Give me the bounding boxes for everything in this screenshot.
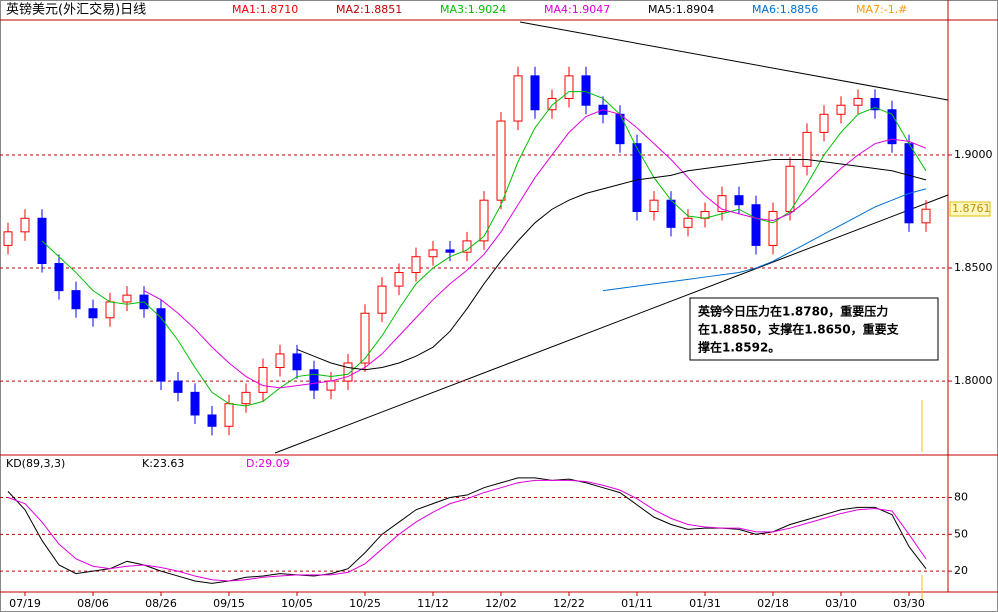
candle-body	[275, 353, 285, 369]
x-tick-label: 03/10	[825, 597, 857, 610]
legend-item: MA2:1.8851	[336, 3, 402, 16]
candle-body	[411, 256, 421, 274]
candle-body	[496, 120, 506, 201]
trend-line-upper	[519, 21, 949, 101]
candle-body	[564, 75, 574, 99]
candle-body	[207, 414, 217, 427]
candle-body	[54, 263, 64, 292]
candle-body	[258, 367, 268, 393]
y-tick-label: 1.8000	[954, 374, 993, 387]
x-tick-label: 02/18	[757, 597, 789, 610]
candle-body	[241, 391, 251, 405]
legend-item: MA5:1.8904	[648, 3, 714, 16]
legend-item: MA3:1.9024	[440, 3, 506, 16]
candle-body	[530, 75, 540, 111]
candle-body	[649, 199, 659, 212]
indicator-line	[296, 158, 927, 371]
legend-item: MA7:-1.#	[856, 3, 907, 16]
candle-body	[768, 210, 778, 246]
legend-item: K:23.63	[142, 457, 184, 470]
x-tick-label: 01/11	[621, 597, 653, 610]
candle-body	[309, 369, 319, 391]
candle-body	[785, 165, 795, 212]
candle-body	[428, 249, 438, 258]
x-tick-label: 12/22	[553, 597, 585, 610]
candle-body	[122, 294, 132, 303]
candle-body	[683, 217, 693, 228]
candle-body	[190, 391, 200, 416]
x-tick-label: 07/19	[9, 597, 41, 610]
annotation-box: 英镑今日压力在1.8780，重要压力在1.8850，支撑在1.8650，重要支撑…	[689, 297, 939, 361]
y-tick-label: 20	[954, 564, 968, 577]
candle-body	[462, 240, 472, 253]
legend-item: MA6:1.8856	[752, 3, 818, 16]
candle-body	[615, 113, 625, 145]
x-tick-label: 11/12	[417, 597, 449, 610]
y-tick-label: 50	[954, 527, 968, 540]
x-tick-label: 10/05	[281, 597, 313, 610]
y-tick-label: 1.9000	[954, 148, 993, 161]
candle-body	[751, 204, 761, 246]
x-tick-label: 03/30	[893, 597, 925, 610]
candle-body	[20, 217, 30, 233]
indicator-line	[602, 188, 927, 292]
candle-body	[105, 301, 115, 319]
legend-item: MA4:1.9047	[544, 3, 610, 16]
annotation-text: 撑在1.8592。	[698, 340, 780, 355]
candle-body	[819, 113, 829, 133]
candle-body	[326, 380, 336, 391]
chart-title: 英镑美元(外汇交易)日线	[6, 2, 146, 18]
candle-body	[173, 380, 183, 393]
x-tick-label: 09/15	[213, 597, 245, 610]
candle-body	[666, 199, 676, 228]
indicator-line	[41, 91, 927, 407]
candle-body	[734, 195, 744, 206]
candle-body	[377, 285, 387, 314]
candle-body	[904, 143, 914, 224]
x-tick-label: 08/26	[145, 597, 177, 610]
legend-item: MA1:1.8710	[232, 3, 298, 16]
last-price-box	[949, 201, 991, 217]
candle-body	[547, 97, 557, 111]
candle-body	[870, 97, 880, 111]
candle-body	[360, 312, 370, 364]
candle-body	[802, 131, 812, 167]
candle-body	[921, 208, 931, 224]
trend-line-lower	[274, 194, 949, 454]
x-tick-label: 08/06	[77, 597, 109, 610]
annotation-text: 在1.8850，支撑在1.8650，重要支	[698, 322, 900, 337]
candle-body	[836, 104, 846, 115]
candle-body	[632, 143, 642, 212]
candle-body	[394, 272, 404, 287]
candle-body	[88, 308, 98, 319]
candle-body	[717, 195, 727, 212]
annotation-text: 英镑今日压力在1.8780，重要压力	[698, 304, 888, 319]
candle-body	[853, 97, 863, 106]
y-tick-label: 1.8500	[954, 261, 993, 274]
last-price-label: 1.8761	[952, 202, 991, 215]
candle-body	[581, 75, 591, 106]
y-tick-label: 80	[954, 491, 968, 504]
indicator-line	[143, 109, 927, 389]
candle-body	[513, 75, 523, 122]
candle-body	[71, 290, 81, 310]
candle-body	[224, 403, 234, 427]
annotation-frame	[689, 297, 939, 361]
candle-body	[292, 353, 302, 371]
candle-body	[887, 109, 897, 145]
candle-body	[479, 199, 489, 242]
x-tick-label: 12/02	[485, 597, 517, 610]
legend-item: D:29.09	[246, 457, 290, 470]
candle-body	[343, 362, 353, 382]
candle-body	[3, 231, 13, 246]
kd-title: KD(89,3,3)	[6, 457, 65, 470]
candle-body	[445, 249, 455, 253]
candle-body	[156, 308, 166, 382]
x-tick-label: 01/31	[689, 597, 721, 610]
x-tick-label: 10/25	[349, 597, 381, 610]
indicator-line	[7, 479, 927, 582]
